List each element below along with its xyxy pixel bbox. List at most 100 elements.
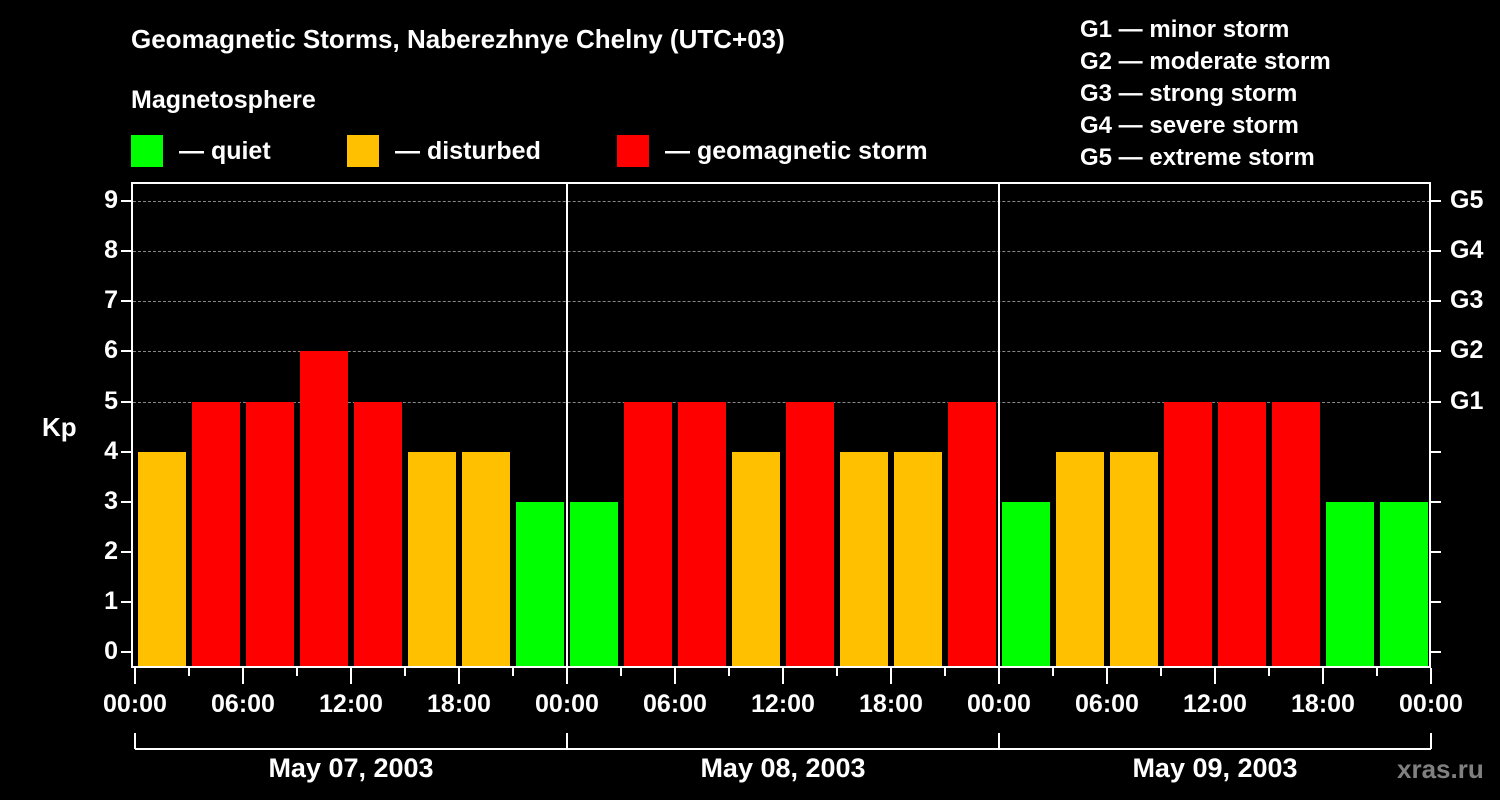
chart-subtitle: Magnetosphere <box>131 86 316 114</box>
kp-bar <box>786 401 834 666</box>
x-tick <box>134 668 136 684</box>
g-scale-label: G4 <box>1450 236 1484 265</box>
y-tick <box>121 400 131 403</box>
right-tick <box>1431 500 1441 503</box>
x-tick <box>1322 668 1324 684</box>
kp-bar <box>1218 401 1266 666</box>
y-tick <box>121 600 131 603</box>
kp-bar <box>1164 401 1212 666</box>
kp-bar <box>894 451 942 666</box>
x-tick <box>242 668 244 684</box>
x-tick <box>1214 668 1216 684</box>
legend-label-disturbed: — disturbed <box>395 136 541 165</box>
legend-label-storm: — geomagnetic storm <box>665 136 928 165</box>
gridline <box>133 201 1430 203</box>
x-tick-label: 12:00 <box>319 690 383 718</box>
kp-bar <box>1056 451 1104 666</box>
x-tick-label: 18:00 <box>859 690 923 718</box>
kp-bar <box>570 501 618 666</box>
g-legend-g1: G1 — minor storm <box>1080 16 1290 43</box>
x-tick <box>1052 668 1054 676</box>
x-tick <box>458 668 460 684</box>
x-tick <box>1430 668 1432 684</box>
x-tick-label: 12:00 <box>751 690 815 718</box>
kp-bar <box>624 401 672 666</box>
y-tick <box>121 200 131 203</box>
legend-swatch-disturbed <box>347 135 379 167</box>
day-bracket-tick <box>998 733 1000 749</box>
g-scale-label: G5 <box>1450 186 1484 215</box>
x-tick <box>350 668 352 684</box>
kp-bar <box>192 401 240 666</box>
kp-bar <box>462 451 510 666</box>
y-tick <box>121 350 131 353</box>
x-tick <box>620 668 622 676</box>
x-tick-label: 18:00 <box>1291 690 1355 718</box>
watermark: xras.ru <box>1397 754 1484 784</box>
legend-disturbed: — disturbed <box>347 135 541 167</box>
kp-bar <box>678 401 726 666</box>
legend-swatch-quiet <box>131 135 163 167</box>
g-legend-g5: G5 — extreme storm <box>1080 144 1315 171</box>
gridline <box>133 401 1430 403</box>
x-tick <box>296 668 298 676</box>
x-tick <box>728 668 730 676</box>
x-tick <box>1268 668 1270 676</box>
y-tick-label: 1 <box>104 586 118 615</box>
day-label: May 09, 2003 <box>1132 753 1298 783</box>
x-tick <box>1106 668 1108 684</box>
day-bracket-tick <box>1430 733 1432 749</box>
right-tick <box>1431 550 1441 553</box>
right-tick <box>1431 200 1441 203</box>
kp-bar <box>1110 451 1158 666</box>
g-scale-legend: G1 — minor storm G2 — moderate storm G3 … <box>1080 14 1331 174</box>
g-legend-g4: G4 — severe storm <box>1080 112 1299 139</box>
day-separator <box>998 182 1000 668</box>
day-bracket-line <box>135 748 1431 750</box>
y-tick-label: 5 <box>104 386 118 415</box>
day-bracket-tick <box>566 733 568 749</box>
x-tick <box>998 668 1000 684</box>
y-tick-label: 8 <box>104 236 118 265</box>
plot-frame <box>131 182 1431 668</box>
right-tick <box>1431 600 1441 603</box>
chart-title: Geomagnetic Storms, Naberezhnye Chelny (… <box>131 24 785 54</box>
y-tick-label: 3 <box>104 486 118 515</box>
x-tick <box>890 668 892 684</box>
g-legend-g2: G2 — moderate storm <box>1080 48 1331 75</box>
x-tick <box>188 668 190 676</box>
x-tick-label: 06:00 <box>1075 690 1139 718</box>
legend-label-quiet: — quiet <box>179 136 271 165</box>
kp-bar <box>516 501 564 666</box>
kp-bar <box>1002 501 1050 666</box>
kp-bar <box>948 401 996 666</box>
y-tick <box>121 500 131 503</box>
x-tick-label: 00:00 <box>535 690 599 718</box>
x-tick-label: 18:00 <box>427 690 491 718</box>
day-bracket-tick <box>134 733 136 749</box>
y-axis-label: Kp <box>42 412 77 442</box>
right-tick <box>1431 300 1441 303</box>
kp-bar <box>354 401 402 666</box>
y-tick-label: 9 <box>104 186 118 215</box>
y-tick-label: 6 <box>104 336 118 365</box>
kp-bar <box>1272 401 1320 666</box>
g-legend-g3: G3 — strong storm <box>1080 80 1298 107</box>
day-label: May 08, 2003 <box>700 753 866 783</box>
kp-bar <box>408 451 456 666</box>
x-tick-label: 06:00 <box>211 690 275 718</box>
y-tick-label: 0 <box>104 637 118 665</box>
y-tick <box>121 651 131 653</box>
x-tick <box>836 668 838 676</box>
y-tick-label: 4 <box>104 436 118 465</box>
legend-swatch-storm <box>617 135 649 167</box>
legend-storm: — geomagnetic storm <box>617 135 928 167</box>
gridline <box>133 251 1430 253</box>
x-tick-label: 06:00 <box>643 690 707 718</box>
day-label: May 07, 2003 <box>268 753 434 783</box>
x-tick <box>782 668 784 684</box>
y-tick <box>121 450 131 453</box>
g-scale-label: G2 <box>1450 336 1484 365</box>
kp-bar <box>840 451 888 666</box>
x-tick-label: 00:00 <box>967 690 1031 718</box>
